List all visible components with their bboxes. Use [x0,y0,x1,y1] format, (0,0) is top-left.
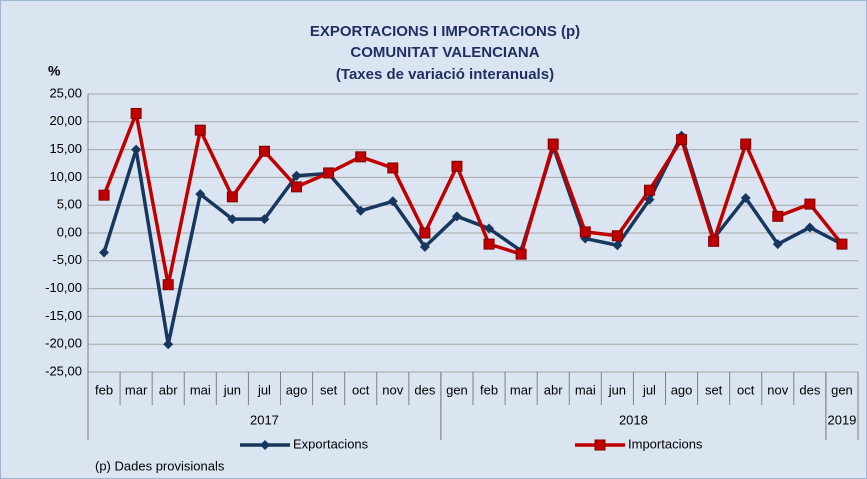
y-tick-label: -25,00 [45,363,82,378]
marker [772,239,783,250]
x-tick-label: jun [608,382,626,397]
x-tick-label: abr [544,382,563,397]
marker [708,235,720,247]
marker [131,144,142,155]
legend-marker [594,439,606,451]
x-tick-label: mar [125,382,148,397]
x-tick-label: gen [831,382,853,397]
x-tick-label: jul [257,382,271,397]
marker [258,145,270,157]
marker [451,211,462,222]
marker [740,138,752,150]
series-line [102,133,843,346]
marker [226,191,238,203]
x-tick-label: des [799,382,820,397]
marker [195,189,206,200]
marker [804,198,816,210]
y-tick-label: 20,00 [49,113,82,128]
marker [259,214,270,225]
marker [419,227,431,239]
x-tick-label: feb [95,382,113,397]
marker [323,167,335,179]
year-label: 2017 [250,412,279,427]
marker [515,248,527,260]
marker [547,138,559,150]
marker [643,184,655,196]
year-label: 2019 [827,412,856,427]
marker [772,210,784,222]
x-tick-label: feb [480,382,498,397]
y-tick-label: -10,00 [45,280,82,295]
x-tick-label: oct [737,382,755,397]
marker [387,196,398,207]
x-tick-label: gen [446,382,468,397]
marker [836,238,848,250]
x-tick-label: nov [382,382,403,397]
x-tick-label: ago [671,382,693,397]
marker [676,134,688,146]
marker [227,214,238,225]
series-line [102,111,844,287]
legend-marker [260,440,270,450]
x-tick-label: des [414,382,435,397]
year-label: 2018 [619,412,648,427]
marker [579,226,591,238]
marker [644,194,655,205]
marker [355,205,366,216]
y-tick-label: 5,00 [57,197,82,212]
marker [611,230,623,242]
marker [419,241,430,252]
marker [740,192,751,203]
x-tick-label: nov [767,382,788,397]
x-tick-label: mar [510,382,533,397]
marker [291,181,303,193]
x-tick-label: jun [223,382,241,397]
marker [484,223,495,234]
marker [804,222,815,233]
chart-title: (Taxes de variació interanuals) [336,66,554,83]
y-tick-label: -20,00 [45,336,82,351]
marker [194,124,206,136]
marker [483,238,495,250]
y-axis-label: % [48,63,61,79]
y-tick-label: 10,00 [49,169,82,184]
x-tick-label: ago [286,382,308,397]
y-tick-label: 25,00 [49,85,82,100]
chart-title: COMUNITAT VALENCIANA [350,44,539,61]
legend-label: Importacions [628,436,703,451]
y-tick-label: -15,00 [45,308,82,323]
x-tick-label: mai [575,382,596,397]
x-tick-label: abr [159,382,178,397]
x-tick-label: mai [190,382,211,397]
y-tick-label: -5,00 [52,252,82,267]
marker [355,151,367,163]
note: (p) Dades provisionals [95,458,225,473]
x-tick-label: oct [352,382,370,397]
marker [291,170,302,181]
marker [99,247,110,258]
marker [451,160,463,172]
x-tick-label: set [705,382,723,397]
marker [612,240,623,251]
x-tick-label: jul [642,382,656,397]
marker [387,162,399,174]
y-tick-label: 0,00 [57,224,82,239]
legend-label: Exportacions [293,436,369,451]
marker [162,279,174,291]
y-tick-label: 15,00 [49,141,82,156]
chart-title: EXPORTACIONS I IMPORTACIONS (p) [310,23,580,40]
marker [98,189,110,201]
marker [163,339,174,350]
x-tick-label: set [320,382,338,397]
marker [130,107,142,119]
